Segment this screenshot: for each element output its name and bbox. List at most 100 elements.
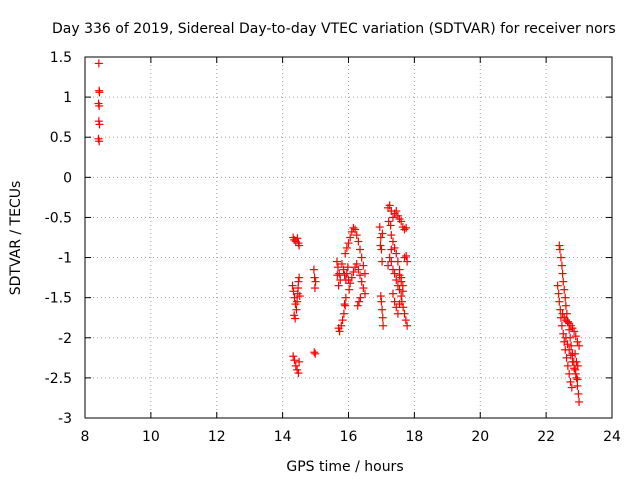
x-tick-label: 16: [340, 429, 358, 445]
data-point: [289, 352, 298, 361]
data-point: [378, 257, 387, 266]
x-tick-label: 12: [208, 429, 226, 445]
data-point: [356, 245, 365, 254]
data-point: [376, 241, 385, 250]
data-point: [387, 257, 396, 266]
data-point: [295, 357, 304, 366]
data-point: [290, 356, 299, 365]
data-point: [397, 217, 406, 226]
data-point: [340, 300, 349, 309]
data-point: [295, 241, 304, 250]
data-point: [349, 223, 358, 232]
data-point: [339, 309, 348, 318]
data-point: [558, 269, 567, 278]
data-point: [341, 249, 350, 258]
data-point: [385, 253, 394, 262]
data-point: [334, 281, 343, 290]
data-point: [560, 285, 569, 294]
data-point: [295, 273, 304, 282]
x-tick-label: 22: [537, 429, 555, 445]
data-point: [388, 265, 397, 274]
data-point: [344, 239, 353, 248]
data-point: [557, 321, 566, 330]
data-point: [400, 309, 409, 318]
y-tick-label: -1.5: [45, 291, 72, 307]
y-tick-label: 1.5: [50, 50, 72, 66]
data-point: [553, 281, 562, 290]
data-point: [384, 217, 393, 226]
data-point: [556, 253, 565, 262]
data-point: [403, 321, 412, 330]
data-point: [397, 292, 406, 301]
y-tick-label: 0: [63, 170, 72, 186]
data-point: [355, 297, 364, 306]
data-point: [342, 269, 351, 278]
data-point: [388, 213, 397, 222]
data-point: [335, 269, 344, 278]
data-point: [360, 289, 369, 298]
data-point: [403, 257, 412, 266]
data-point: [379, 321, 388, 330]
data-point: [378, 305, 387, 314]
x-tick-label: 24: [603, 429, 621, 445]
data-point: [337, 259, 346, 268]
x-tick-label: 10: [142, 429, 160, 445]
data-point: [555, 297, 564, 306]
data-point: [566, 377, 575, 386]
data-point: [567, 383, 576, 392]
data-point: [390, 297, 399, 306]
data-point: [565, 345, 574, 354]
data-point: [388, 237, 397, 246]
data-point: [354, 265, 363, 274]
chart-title: Day 336 of 2019, Sidereal Day-to-day VTE…: [52, 21, 616, 37]
y-axis-label: SDTVAR / TECUs: [8, 181, 24, 296]
data-point: [342, 243, 351, 252]
x-tick-label: 18: [405, 429, 423, 445]
data-point: [295, 292, 304, 301]
data-point: [563, 340, 572, 349]
data-point: [392, 249, 401, 258]
data-point: [398, 287, 407, 296]
data-point: [563, 317, 572, 326]
data-point: [390, 243, 399, 252]
data-point: [337, 321, 346, 330]
data-point: [402, 251, 411, 260]
data-point: [571, 369, 580, 378]
y-tick-label: 1: [63, 90, 72, 106]
data-points: [94, 59, 584, 406]
y-tick-label: -0.5: [45, 210, 72, 226]
data-point: [338, 316, 347, 325]
data-point: [356, 271, 365, 280]
y-tick-label: -2.5: [45, 371, 72, 387]
data-point: [561, 333, 570, 342]
data-point: [335, 327, 344, 336]
data-point: [378, 229, 387, 238]
data-point: [397, 277, 406, 286]
data-point: [289, 287, 298, 296]
data-point: [341, 301, 350, 310]
data-point: [310, 348, 319, 357]
data-point: [392, 276, 401, 285]
data-point: [393, 281, 402, 290]
grid: [85, 57, 612, 418]
data-point: [354, 237, 363, 246]
data-point: [95, 137, 104, 146]
data-point: [311, 349, 320, 358]
y-tick-labels: 1.5 1 0.5 0 -0.5 -1 -1.5 -2 -2.5 -3: [45, 50, 72, 427]
y-tick-label: 0.5: [50, 130, 72, 146]
data-point: [559, 277, 568, 286]
data-point: [571, 349, 580, 358]
data-point: [349, 267, 358, 276]
data-point: [571, 332, 580, 341]
x-tick-label: 14: [274, 429, 292, 445]
data-point: [310, 284, 319, 293]
data-point: [356, 293, 365, 302]
data-point: [554, 289, 563, 298]
data-point: [400, 225, 409, 234]
data-point: [572, 373, 581, 382]
data-point: [387, 245, 396, 254]
data-point: [310, 273, 319, 282]
data-point: [573, 375, 582, 384]
